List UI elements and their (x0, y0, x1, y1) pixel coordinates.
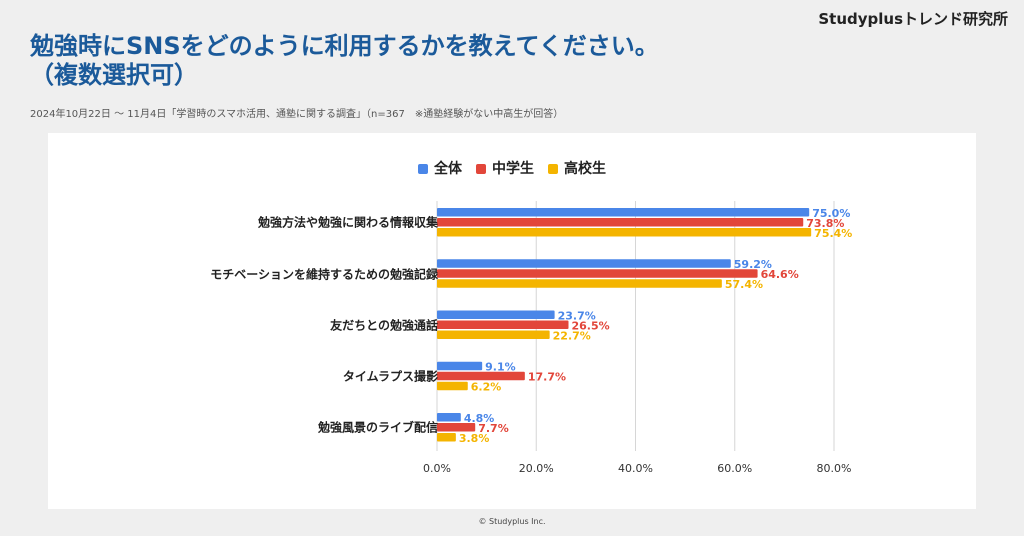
copyright-text: © Studyplus Inc. (478, 517, 546, 526)
bar-chart: 0.0% 20.0% 40.0% 60.0% 80.0% 75.0%73.8%75.4% 5… (423, 201, 852, 475)
title-line-2: （複数選択可） (30, 60, 198, 89)
x-tick-label: 20.0% (519, 462, 554, 475)
x-tick-label: 40.0% (618, 462, 653, 475)
x-tick-label: 60.0% (717, 462, 752, 475)
data-label: 3.8% (459, 432, 490, 445)
data-label: 4.8% (464, 412, 495, 425)
bar (437, 361, 483, 371)
bar (437, 269, 758, 278)
legend-label: 中学生 (492, 161, 534, 177)
bar (437, 208, 810, 217)
legend-label: 高校生 (564, 161, 606, 177)
legend-label: 全体 (434, 161, 462, 177)
data-label: 7.7% (478, 422, 509, 435)
data-label: 57.4% (725, 278, 763, 291)
category-label: 友だちとの勉強通話 (330, 318, 438, 333)
survey-note: 2024年10月22日 〜 11月4日「学習時のスマホ活用、通塾に関する調査」（… (30, 109, 564, 120)
x-tick-label: 80.0% (817, 462, 852, 475)
data-label: 75.0% (812, 207, 850, 220)
bar (437, 228, 812, 237)
category-label: モチベーションを維持するための勉強記録 (210, 267, 438, 281)
category-label: タイムラプス撮影 (342, 369, 438, 384)
data-label: 75.4% (814, 227, 852, 240)
data-label: 17.7% (528, 371, 566, 384)
legend-item: 全体 (418, 158, 462, 178)
bar (437, 218, 804, 227)
category-label: 勉強風景のライブ配信 (317, 420, 438, 435)
chart-legend: 全体 中学生 高校生 (48, 158, 976, 178)
page-title: 勉強時にSNSをどのように利用するかを教えてください。 （複数選択可） (30, 32, 659, 90)
data-label: 26.5% (572, 319, 610, 332)
bar (437, 371, 525, 381)
legend-swatch (476, 164, 486, 174)
legend-item: 中学生 (476, 158, 534, 178)
brand-logo-text: Studyplusトレンド研究所 (818, 10, 1008, 28)
bar (437, 320, 569, 329)
legend-item: 高校生 (548, 158, 606, 178)
bar (437, 310, 555, 319)
bar (437, 423, 476, 432)
bar (437, 381, 468, 391)
bar (437, 279, 722, 288)
data-label: 9.1% (485, 361, 516, 374)
title-line-1: 勉強時にSNSをどのように利用するかを教えてください。 (30, 32, 659, 60)
data-label: 59.2% (734, 258, 772, 271)
legend-swatch (418, 164, 428, 174)
data-label: 73.8% (806, 217, 844, 230)
data-label: 23.7% (558, 309, 596, 322)
bar (437, 413, 461, 422)
x-tick-label: 0.0% (423, 462, 451, 475)
data-label: 22.7% (553, 329, 591, 342)
bar (437, 259, 731, 268)
legend-swatch (548, 164, 558, 174)
data-label: 6.2% (471, 381, 502, 394)
bar (437, 330, 550, 339)
bar (437, 433, 456, 442)
chart-card: 全体 中学生 高校生 0.0% 20.0% 40.0% 60.0% 80.0% 75.0% 73… (48, 133, 976, 509)
category-label: 勉強方法や勉強に関わる情報収集 (257, 215, 438, 230)
data-label: 64.6% (761, 268, 799, 281)
